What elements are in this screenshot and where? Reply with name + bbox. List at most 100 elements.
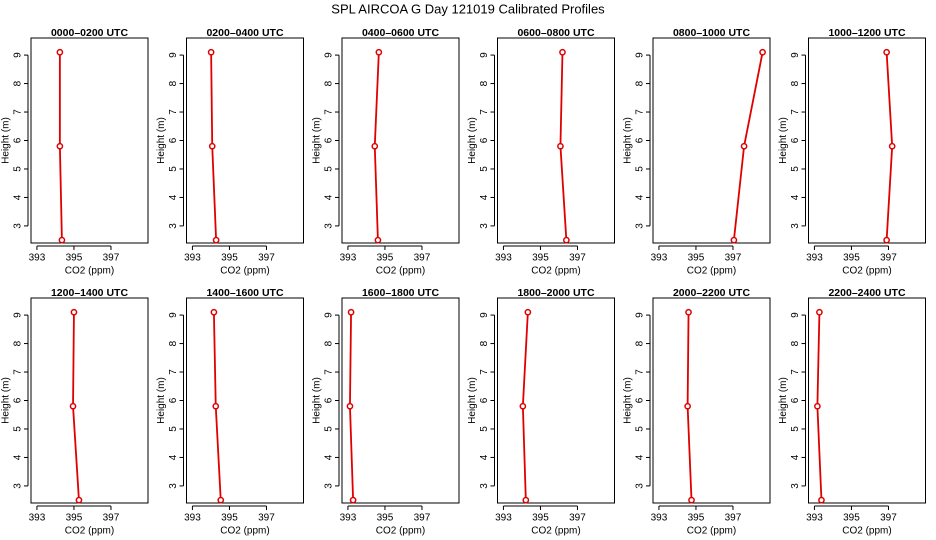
y-axis-label: Height (m) bbox=[467, 377, 478, 424]
profile-point bbox=[888, 142, 896, 150]
plot-frame bbox=[341, 37, 460, 244]
profile-point bbox=[740, 142, 748, 150]
figure-title: SPL AIRCOA G Day 121019 Calibrated Profi… bbox=[331, 1, 605, 16]
y-tick-label: 9 bbox=[635, 52, 646, 58]
y-tick-label: 8 bbox=[13, 80, 24, 86]
panel-title: 1600–1800 UTC bbox=[362, 287, 439, 299]
y-tick-label: 5 bbox=[479, 166, 490, 172]
x-tick-label: 397 bbox=[880, 253, 897, 264]
x-tick-label: 393 bbox=[29, 253, 46, 264]
y-tick-label: 9 bbox=[635, 312, 646, 318]
y-tick-label: 3 bbox=[479, 223, 490, 229]
plot-frame bbox=[186, 37, 304, 244]
x-tick-label: 393 bbox=[29, 513, 46, 524]
y-tick-label: 3 bbox=[790, 483, 801, 489]
y-tick-label: 7 bbox=[324, 369, 335, 375]
x-tick-label: 393 bbox=[495, 253, 512, 264]
y-tick-label: 6 bbox=[790, 137, 801, 143]
y-tick-label: 7 bbox=[635, 369, 646, 375]
y-tick-label: 5 bbox=[635, 166, 646, 172]
y-tick-label: 4 bbox=[168, 194, 179, 200]
x-axis-label: CO2 (ppm) bbox=[376, 526, 425, 537]
x-tick-label: 395 bbox=[688, 253, 705, 264]
y-tick-label: 5 bbox=[790, 426, 801, 432]
y-tick-label: 6 bbox=[479, 397, 490, 403]
y-tick-label: 6 bbox=[13, 397, 24, 403]
x-tick-label: 395 bbox=[377, 253, 394, 264]
y-tick-label: 6 bbox=[13, 137, 24, 143]
panel-title: 0400–0600 UTC bbox=[362, 27, 439, 39]
x-tick-label: 397 bbox=[880, 513, 897, 524]
profile-point bbox=[519, 402, 527, 410]
y-tick-label: 9 bbox=[13, 52, 24, 58]
x-tick-label: 395 bbox=[843, 513, 860, 524]
x-tick-label: 395 bbox=[532, 513, 549, 524]
x-tick-label: 395 bbox=[221, 513, 238, 524]
profile-point bbox=[56, 142, 64, 150]
profile-point bbox=[688, 496, 695, 504]
y-tick-label: 6 bbox=[324, 137, 335, 143]
y-tick-label: 9 bbox=[790, 52, 801, 58]
plot-frame bbox=[652, 37, 771, 244]
x-axis-label: CO2 (ppm) bbox=[842, 266, 891, 277]
y-tick-label: 4 bbox=[635, 454, 646, 460]
profile-point bbox=[207, 48, 215, 56]
plot-frame bbox=[341, 297, 460, 504]
x-tick-label: 395 bbox=[532, 253, 549, 264]
x-tick-label: 395 bbox=[66, 513, 83, 524]
y-tick-label: 4 bbox=[635, 194, 646, 200]
y-tick-label: 7 bbox=[479, 109, 490, 115]
y-tick-label: 4 bbox=[13, 454, 24, 460]
profile-point bbox=[559, 48, 566, 56]
plot-frame bbox=[652, 297, 771, 504]
y-tick-label: 9 bbox=[324, 312, 335, 318]
y-tick-label: 3 bbox=[13, 223, 24, 229]
y-tick-label: 3 bbox=[168, 223, 179, 229]
panel-title: 2000–2200 UTC bbox=[673, 287, 750, 299]
x-axis-label: CO2 (ppm) bbox=[376, 266, 425, 277]
panel-title: 0600–0800 UTC bbox=[517, 27, 594, 39]
panel-title: 0200–0400 UTC bbox=[206, 27, 283, 39]
y-tick-label: 5 bbox=[13, 426, 24, 432]
y-tick-label: 8 bbox=[324, 340, 335, 346]
y-tick-label: 7 bbox=[168, 109, 179, 115]
y-tick-label: 3 bbox=[13, 483, 24, 489]
profile-point bbox=[217, 496, 225, 504]
y-tick-label: 4 bbox=[479, 454, 490, 460]
x-tick-label: 393 bbox=[495, 513, 512, 524]
y-tick-label: 9 bbox=[168, 312, 179, 318]
x-tick-label: 397 bbox=[725, 513, 742, 524]
profile-line bbox=[733, 52, 764, 241]
profile-point bbox=[70, 308, 78, 316]
y-tick-label: 5 bbox=[168, 166, 179, 172]
y-axis-label: Height (m) bbox=[312, 377, 323, 424]
y-tick-label: 7 bbox=[479, 369, 490, 375]
y-tick-label: 8 bbox=[790, 80, 801, 86]
profile-point bbox=[883, 48, 890, 56]
x-tick-label: 397 bbox=[103, 513, 120, 524]
y-axis-label: Height (m) bbox=[623, 377, 634, 424]
profile-point bbox=[210, 308, 218, 316]
panel-title: 1000–1200 UTC bbox=[828, 27, 905, 39]
y-tick-label: 8 bbox=[168, 80, 179, 86]
x-tick-label: 397 bbox=[414, 253, 431, 264]
y-tick-label: 8 bbox=[635, 340, 646, 346]
plot-frame bbox=[497, 37, 615, 244]
y-tick-label: 5 bbox=[479, 426, 490, 432]
y-tick-label: 3 bbox=[168, 483, 179, 489]
profile-point bbox=[212, 236, 220, 244]
plot-frame bbox=[808, 297, 926, 504]
y-tick-label: 9 bbox=[168, 52, 179, 58]
profile-point bbox=[212, 402, 220, 410]
profile-point bbox=[730, 236, 738, 244]
y-tick-label: 5 bbox=[635, 426, 646, 432]
profile-point bbox=[557, 142, 564, 150]
